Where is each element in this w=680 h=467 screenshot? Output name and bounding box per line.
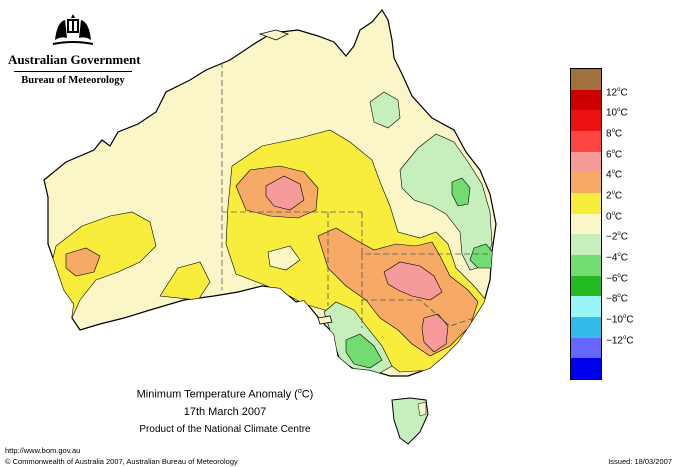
legend-swatch [571, 275, 601, 297]
melville-island [258, 29, 290, 41]
legend-swatch [571, 337, 601, 359]
state-borders [221, 62, 490, 328]
legend-swatch [571, 317, 601, 339]
legend-swatch [571, 255, 601, 277]
legend-label: −4oC [606, 252, 628, 264]
legend-swatch [571, 172, 601, 194]
color-legend [570, 68, 602, 380]
legend-swatch [571, 151, 601, 173]
map-date: 17th March 2007 [183, 406, 267, 418]
anomaly-band-6c-east [383, 261, 443, 301]
anomaly-band-0c-pocket [267, 245, 301, 271]
tasmania-minus4c [417, 401, 427, 417]
legend-label: 2oC [606, 190, 623, 202]
legend-label: 4oC [606, 169, 623, 181]
anomaly-band-6c-north [265, 175, 305, 211]
legend-swatch [571, 193, 601, 215]
website-link[interactable]: http://www.bom.gov.au [5, 446, 81, 455]
coat-of-arms-icon [52, 14, 94, 45]
map-title: Minimum Temperature Anomaly (oC) [136, 388, 314, 401]
bom-logo: Australian Government Bureau of Meteorol… [8, 10, 141, 86]
legend-swatch [571, 110, 601, 132]
legend-label: −10oC [606, 314, 634, 326]
anomaly-band-minus2c-north [369, 91, 401, 129]
anomaly-band-minus4c-qld-north [451, 177, 471, 207]
legend-label: 10oC [606, 107, 628, 119]
legend-swatch [571, 358, 601, 380]
legend-label: −12oC [606, 334, 634, 346]
legend-swatch [571, 234, 601, 256]
legend-label: 12oC [606, 86, 628, 98]
issued-date: Issued: 18/03/2007 [608, 457, 672, 466]
legend-swatch [571, 296, 601, 318]
legend-label: 8oC [606, 128, 623, 140]
legend-swatch [571, 131, 601, 153]
anomaly-band-6c-southeast [421, 313, 449, 353]
anomaly-band-minus2c-cape [395, 35, 409, 63]
org-name: Australian Government [8, 52, 141, 67]
legend-swatch [571, 69, 601, 91]
legend-swatch [571, 213, 601, 235]
anomaly-band-minus4c-vic [345, 333, 383, 369]
legend-label: 0oC [606, 210, 623, 222]
legend-label: −2oC [606, 231, 628, 243]
kangaroo-island [317, 315, 333, 325]
logo-divider [14, 71, 132, 72]
copyright-notice: © Commonwealth of Australia 2007, Austra… [5, 457, 238, 466]
legend-label: 6oC [606, 148, 623, 160]
legend-swatch [571, 89, 601, 111]
org-subname: Bureau of Meteorology [21, 75, 125, 86]
legend-label: −6oC [606, 272, 628, 284]
map-product-credit: Product of the National Climate Centre [139, 424, 311, 435]
anomaly-band-4c-west [65, 247, 101, 277]
legend-label: −8oC [606, 293, 628, 305]
